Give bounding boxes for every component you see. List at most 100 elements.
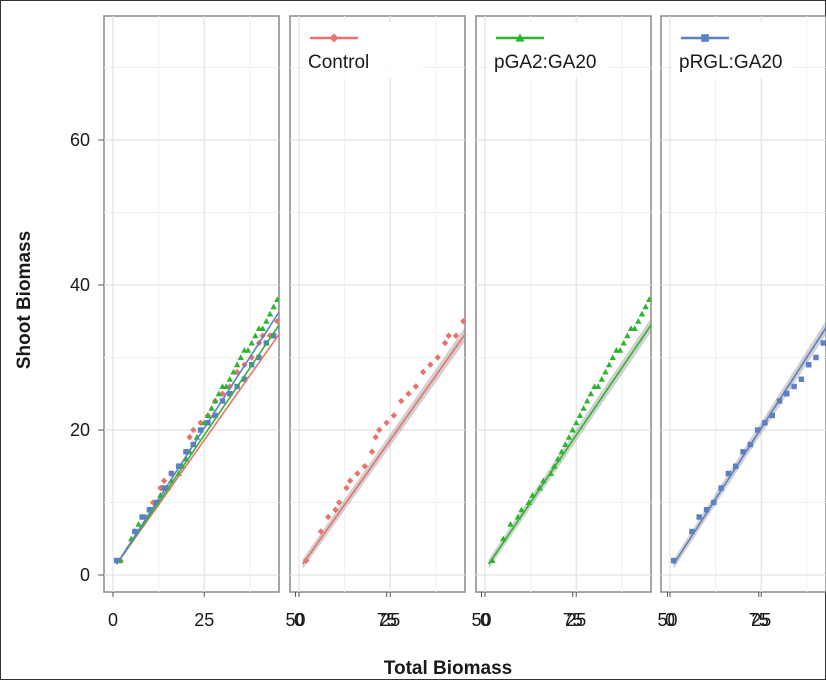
- legend-background: [673, 22, 793, 78]
- data-point: [398, 397, 405, 405]
- data-point: [463, 312, 465, 316]
- legend-label: Control: [308, 52, 369, 73]
- data-point: [703, 507, 710, 513]
- data-point: [212, 397, 219, 404]
- data-point: [226, 376, 233, 382]
- data-point: [725, 470, 732, 477]
- data-point: [813, 354, 819, 361]
- legend-background: [302, 22, 422, 78]
- data-point: [562, 441, 569, 448]
- data-point: [696, 514, 702, 520]
- data-point: [798, 376, 805, 382]
- data-point: [419, 368, 427, 376]
- data-point: [670, 557, 677, 564]
- data-point: [573, 419, 580, 426]
- legend-entry-prgl-ga20: pRGL:GA20: [673, 22, 793, 78]
- data-point: [616, 347, 624, 353]
- y-axis-title: Shoot Biomass: [14, 231, 35, 369]
- data-point: [805, 362, 812, 368]
- panel-pga2-ga20: pGA2:GA20: [475, 15, 652, 593]
- panel-prgl-ga20: pRGL:GA20: [660, 15, 826, 593]
- data-point: [278, 325, 279, 332]
- x-tick-label: 25: [194, 610, 214, 630]
- y-tick-label: 40: [70, 275, 90, 295]
- data-point: [237, 354, 244, 361]
- data-point: [248, 339, 255, 346]
- data-point: [434, 354, 441, 361]
- data-point: [620, 339, 627, 346]
- data-point: [427, 361, 434, 368]
- data-point: [266, 310, 274, 317]
- legend-marker: [329, 33, 339, 43]
- panel-background: [475, 15, 652, 593]
- data-point: [551, 463, 558, 469]
- x-tick-label: 25: [566, 610, 586, 630]
- panel-background: [289, 15, 466, 593]
- data-point: [263, 318, 270, 324]
- data-point: [689, 528, 695, 535]
- data-point: [183, 449, 189, 455]
- fit-line-prgl-ga20: [115, 310, 279, 565]
- x-tick-label: 25: [380, 610, 400, 630]
- data-point: [631, 325, 638, 332]
- legend-label: pRGL:GA20: [679, 52, 783, 73]
- data-point: [197, 427, 204, 433]
- data-point: [507, 521, 514, 527]
- y-tick-label: 0: [80, 565, 90, 585]
- data-point: [208, 405, 215, 411]
- data-point: [754, 427, 761, 433]
- data-point: [441, 339, 449, 347]
- data-point: [259, 325, 266, 332]
- data-point: [161, 485, 167, 491]
- data-point: [598, 376, 605, 382]
- data-point: [274, 296, 279, 303]
- data-point: [186, 434, 193, 441]
- data-point: [325, 513, 332, 521]
- data-point: [587, 390, 595, 397]
- panel-background: [660, 15, 826, 593]
- data-point: [139, 514, 145, 520]
- fit-line-control: [301, 332, 465, 565]
- data-point: [368, 448, 376, 455]
- data-point: [594, 383, 602, 390]
- data-point: [460, 318, 465, 325]
- legend-label: pGA2:GA20: [494, 52, 596, 73]
- y-tick-label: 20: [70, 420, 90, 440]
- data-point: [135, 521, 142, 527]
- data-point: [175, 463, 182, 469]
- data-point: [256, 354, 262, 361]
- legend-marker: [701, 34, 709, 42]
- x-axis-ticks: 0 25 50 75 0 25 50 75 0 25 50 75 0 25: [108, 592, 771, 630]
- x-tick-label: 0: [665, 610, 675, 630]
- data-point: [784, 391, 790, 397]
- data-point: [445, 332, 452, 339]
- data-point: [230, 368, 237, 375]
- data-point: [335, 499, 343, 506]
- data-point: [212, 412, 218, 419]
- data-point: [219, 390, 226, 397]
- panels-layer: Control pGA2:GA20 pRGL:GA20: [103, 15, 826, 593]
- panel-control: Control: [289, 15, 466, 593]
- panel-background: [103, 15, 280, 593]
- data-point: [576, 412, 584, 419]
- data-point: [638, 310, 646, 317]
- legend-background: [488, 22, 608, 78]
- data-point: [602, 368, 609, 375]
- data-point: [718, 485, 724, 491]
- data-point: [168, 470, 175, 477]
- data-point: [820, 340, 826, 346]
- data-point: [222, 383, 230, 390]
- legend-entry-pga2-ga20: pGA2:GA20: [488, 22, 608, 78]
- fit-line-control: [115, 332, 279, 565]
- panel-plot-area: [104, 16, 279, 592]
- data-point: [317, 528, 325, 535]
- data-point: [642, 303, 649, 310]
- x-tick-label: 75: [749, 610, 769, 630]
- data-point: [160, 477, 168, 484]
- data-point: [346, 477, 354, 484]
- data-point: [791, 383, 797, 390]
- data-point: [452, 332, 460, 339]
- fit-line-pga2-ga20: [487, 323, 651, 565]
- data-point: [190, 426, 197, 434]
